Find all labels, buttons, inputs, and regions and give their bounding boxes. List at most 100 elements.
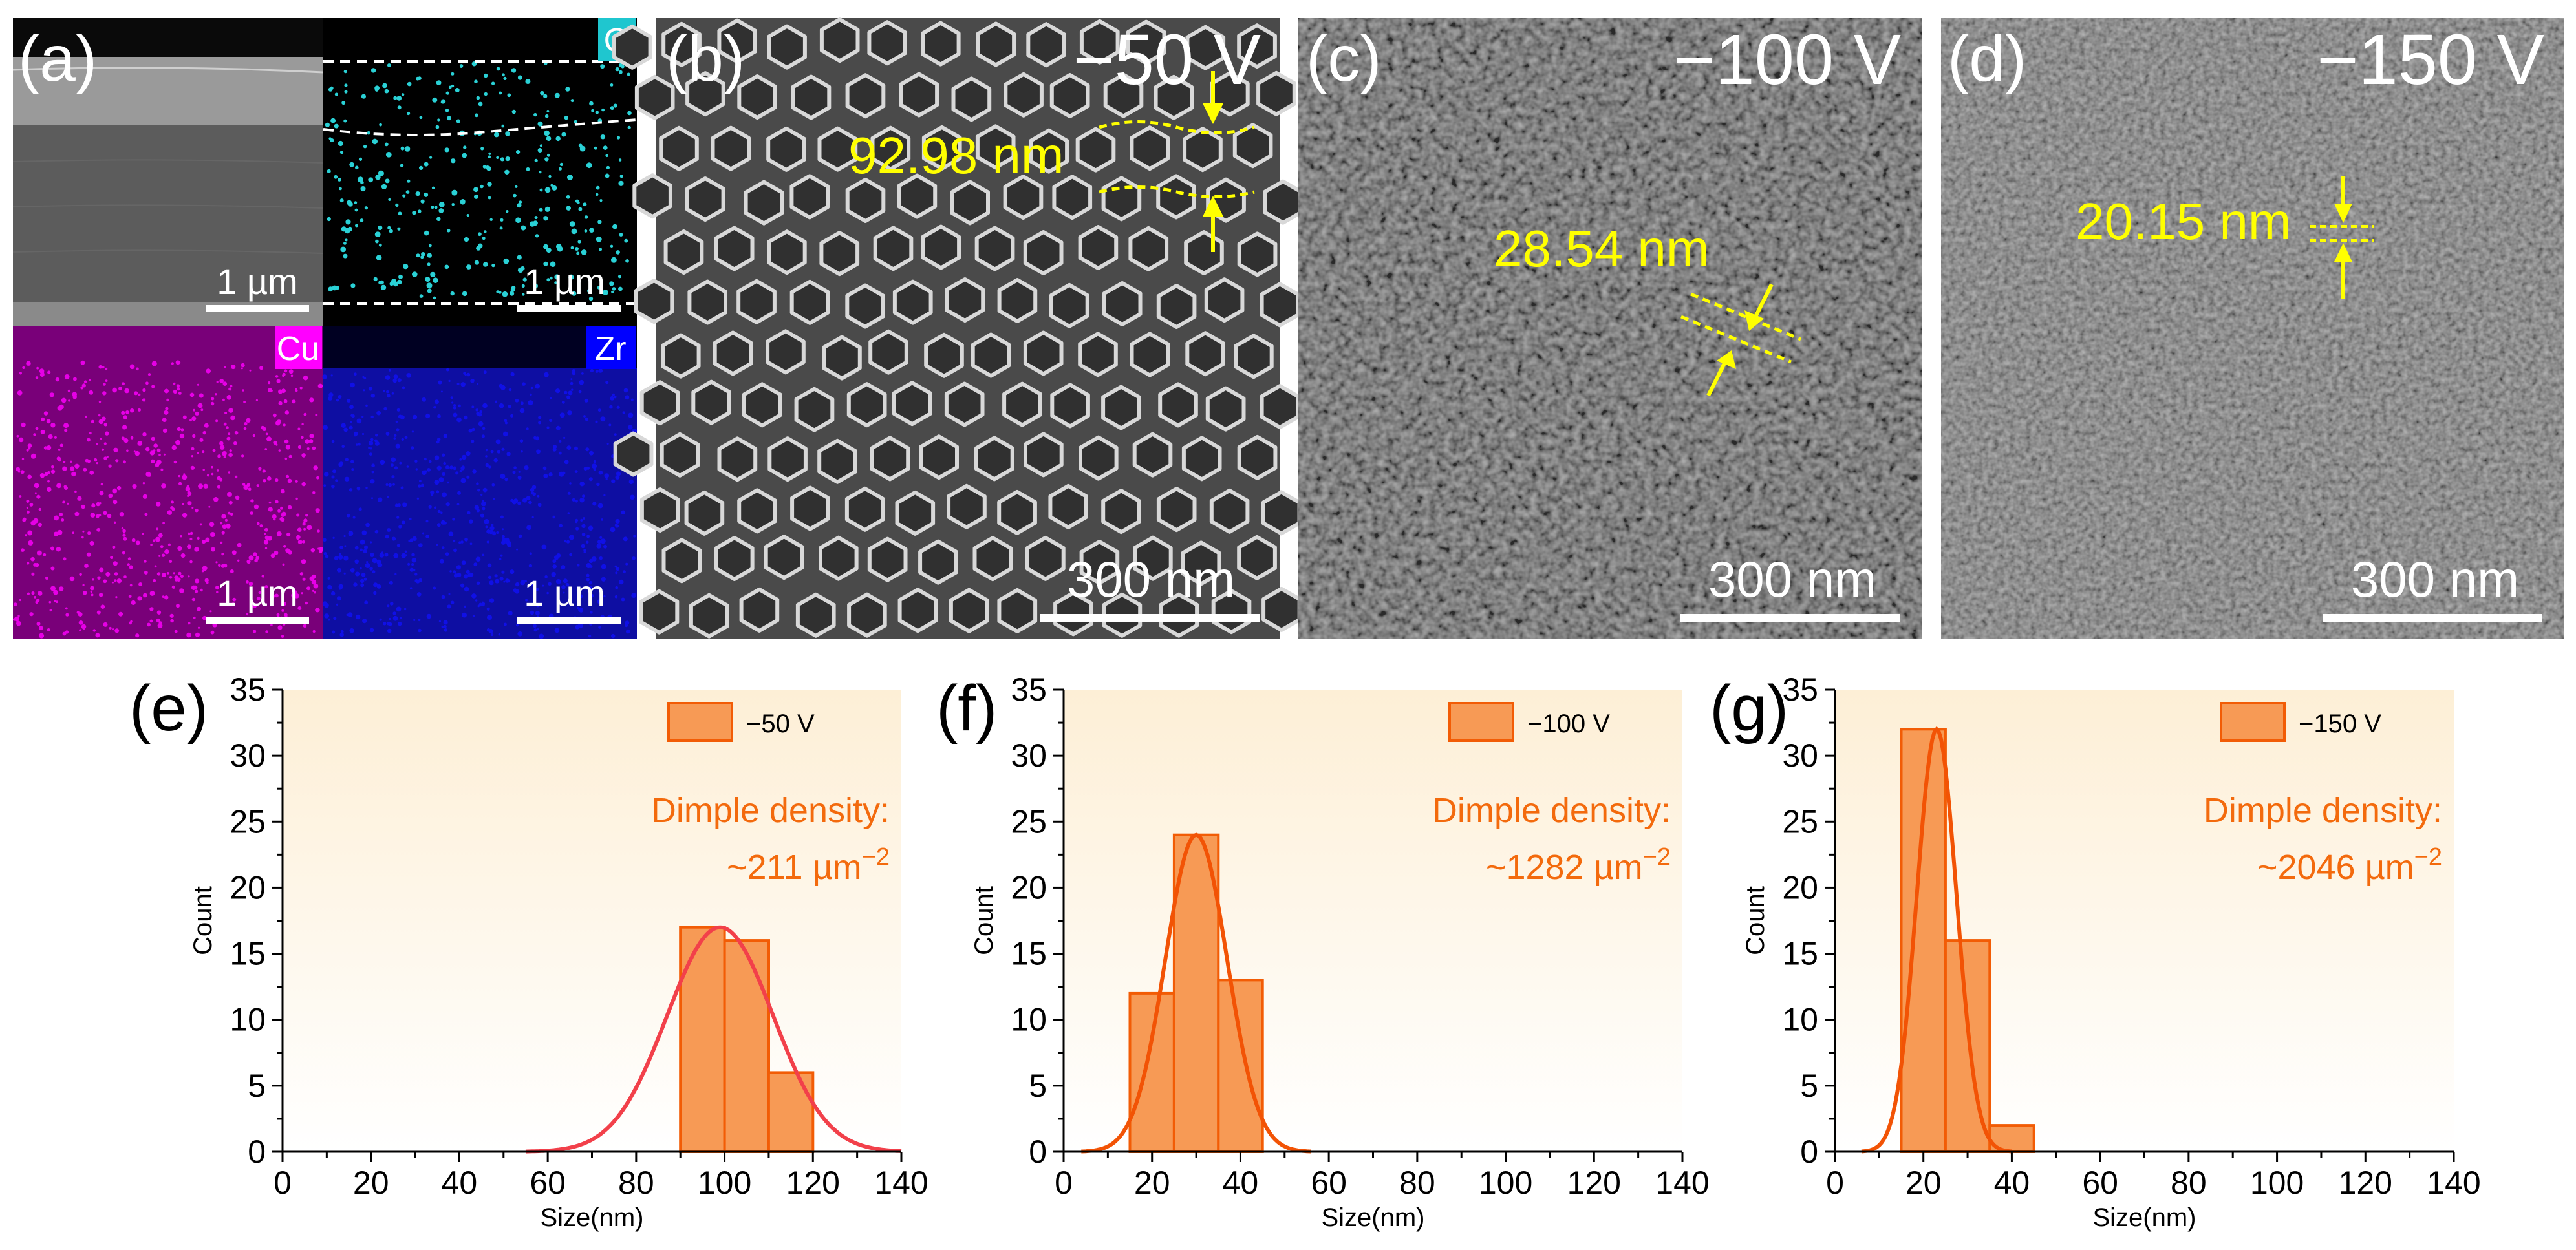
o-map-tile: O <box>323 18 638 326</box>
y-tick-label: 15 <box>230 936 266 972</box>
svg-text:1 µm: 1 µm <box>524 573 605 613</box>
y-tick-label: 10 <box>1782 1002 1818 1038</box>
measure-label-c: 28.54 nm <box>1494 220 1710 277</box>
y-tick-label: 10 <box>230 1002 266 1038</box>
y-tick-label: 15 <box>1011 936 1047 972</box>
cu-badge-label: Cu <box>277 330 319 368</box>
x-tick-label: 120 <box>786 1165 840 1201</box>
annotation-density-label: Dimple density: <box>651 791 890 830</box>
x-tick-label: 100 <box>698 1165 751 1201</box>
y-tick-label: 5 <box>1800 1068 1818 1104</box>
measure-label-b: 92.98 nm <box>848 127 1064 184</box>
panel-label-b: (b) <box>666 23 745 95</box>
legend-label: −50 V <box>746 710 815 738</box>
svg-text:300 nm: 300 nm <box>1708 551 1876 608</box>
zr-badge-label: Zr <box>594 330 626 368</box>
y-tick-label: 10 <box>1011 1002 1047 1038</box>
y-tick-label: 35 <box>1782 672 1818 708</box>
y-tick-label: 0 <box>1029 1134 1047 1170</box>
x-tick-label: 80 <box>2171 1165 2207 1201</box>
svg-text:300 nm: 300 nm <box>1067 551 1235 608</box>
x-tick-label: 140 <box>1655 1165 1709 1201</box>
scale-bar-d: 300 nm <box>2323 551 2542 622</box>
histogram-chart-e: (e) 0 20 40 60 80 100 120 140 0 5 10 15 20 25 30 35 Size(… <box>129 672 928 1232</box>
x-tick-label: 60 <box>530 1165 566 1201</box>
zr-badge <box>586 326 636 369</box>
y-tick-label: 30 <box>230 737 266 774</box>
x-tick-label: 100 <box>1479 1165 1532 1201</box>
x-tick-label: 60 <box>1311 1165 1347 1201</box>
y-tick-label: 20 <box>1782 869 1818 906</box>
gaussian-fit-curve-f <box>1081 832 1311 1154</box>
panel-label-e: (e) <box>129 672 208 745</box>
x-tick-label: 40 <box>442 1165 478 1201</box>
histogram-chart-f: (f) 0 20 40 60 80 100 120 140 0 5 10 15 20 25 30 35 Size(… <box>936 672 1710 1232</box>
cu-map-tile: Cu <box>12 326 324 639</box>
y-tick-label: 25 <box>1011 803 1047 840</box>
y-axis-label: Count <box>1741 886 1770 955</box>
panel-a: O Cu Zr 1 µm 1 µm 1 µm <box>12 18 638 639</box>
histogram-bar-e-1 <box>723 939 770 1153</box>
x-tick-label: 120 <box>1567 1165 1621 1201</box>
legend-label: −100 V <box>1527 710 1610 738</box>
scale-bar-a2: 1 µm <box>517 261 621 312</box>
x-tick-label: 40 <box>1223 1165 1259 1201</box>
gaussian-fit-curve-g <box>1861 726 2012 1154</box>
panel-label-g: (g) <box>1710 672 1788 745</box>
x-axis-label: Size(nm) <box>1321 1203 1424 1232</box>
x-tick-label: 0 <box>1055 1165 1073 1201</box>
panel-label-a: (a) <box>18 23 97 95</box>
x-axis-label: Size(nm) <box>2092 1203 2196 1232</box>
scale-bar-b: 300 nm <box>1040 551 1260 622</box>
annotation-density-value: ~211 µm−2 <box>727 843 890 887</box>
y-axis-label: Count <box>970 886 998 955</box>
voltage-label-c: −100 V <box>1673 20 1901 100</box>
panel-d: (d) −150 V 20.15 nm 300 nm <box>1941 18 2564 639</box>
x-tick-label: 20 <box>1134 1165 1170 1201</box>
measure-label-d: 20.15 nm <box>2076 193 2292 250</box>
panel-b: (b) −50 V 92.98 nm 300 nm <box>612 17 1304 639</box>
legend-label: −150 V <box>2299 710 2381 738</box>
x-tick-label: 40 <box>1994 1165 2030 1201</box>
y-tick-label: 30 <box>1782 737 1818 774</box>
panel-c: (c) −100 V 28.54 nm 300 nm <box>1298 18 1922 639</box>
annotation-density-label: Dimple density: <box>1432 791 1671 830</box>
y-tick-label: 15 <box>1782 936 1818 972</box>
measure-annotation-c: 28.54 nm <box>1494 220 1801 397</box>
y-tick-label: 20 <box>1011 869 1047 906</box>
scale-bar-a4: 1 µm <box>517 573 621 624</box>
x-tick-label: 100 <box>2250 1165 2304 1201</box>
y-tick-label: 30 <box>1011 737 1047 774</box>
scale-bar-a3: 1 µm <box>206 573 309 624</box>
histogram-bar-f-2 <box>1217 979 1264 1154</box>
measure-annotation-b: 92.98 nm <box>848 71 1255 252</box>
histogram-bar-e-0 <box>679 926 726 1153</box>
y-tick-label: 5 <box>248 1068 266 1104</box>
y-tick-label: 0 <box>248 1134 266 1170</box>
x-tick-label: 20 <box>353 1165 389 1201</box>
voltage-label-d: −150 V <box>2317 20 2544 100</box>
histogram-chart-g: (g) 0 20 40 60 80 100 120 140 0 5 10 15 20 25 30 35 Size(… <box>1710 672 2481 1232</box>
histogram-bar-f-1 <box>1172 833 1220 1153</box>
y-tick-label: 5 <box>1029 1068 1047 1104</box>
x-tick-label: 140 <box>2427 1165 2480 1201</box>
x-tick-label: 140 <box>874 1165 928 1201</box>
svg-text:1 µm: 1 µm <box>217 261 298 302</box>
measure-annotation-d: 20.15 nm <box>2076 176 2374 299</box>
svg-text:300 nm: 300 nm <box>2351 551 2519 608</box>
panel-label-d: (d) <box>1948 23 2026 95</box>
svg-text:1 µm: 1 µm <box>217 573 298 613</box>
x-tick-label: 0 <box>1826 1165 1844 1201</box>
panel-label-f: (f) <box>936 672 997 745</box>
gaussian-fit-curve-e <box>525 925 902 1154</box>
y-tick-label: 35 <box>230 672 266 708</box>
x-tick-label: 60 <box>2082 1165 2118 1201</box>
x-axis-label: Size(nm) <box>540 1203 643 1232</box>
scale-bar-c: 300 nm <box>1680 551 1900 622</box>
legend-swatch <box>1448 702 1514 742</box>
y-tick-label: 35 <box>1011 672 1047 708</box>
scale-bar-a1: 1 µm <box>206 261 309 312</box>
annotation-density-label: Dimple density: <box>2204 791 2442 830</box>
annotation-density-value: ~2046 µm−2 <box>2257 843 2442 887</box>
